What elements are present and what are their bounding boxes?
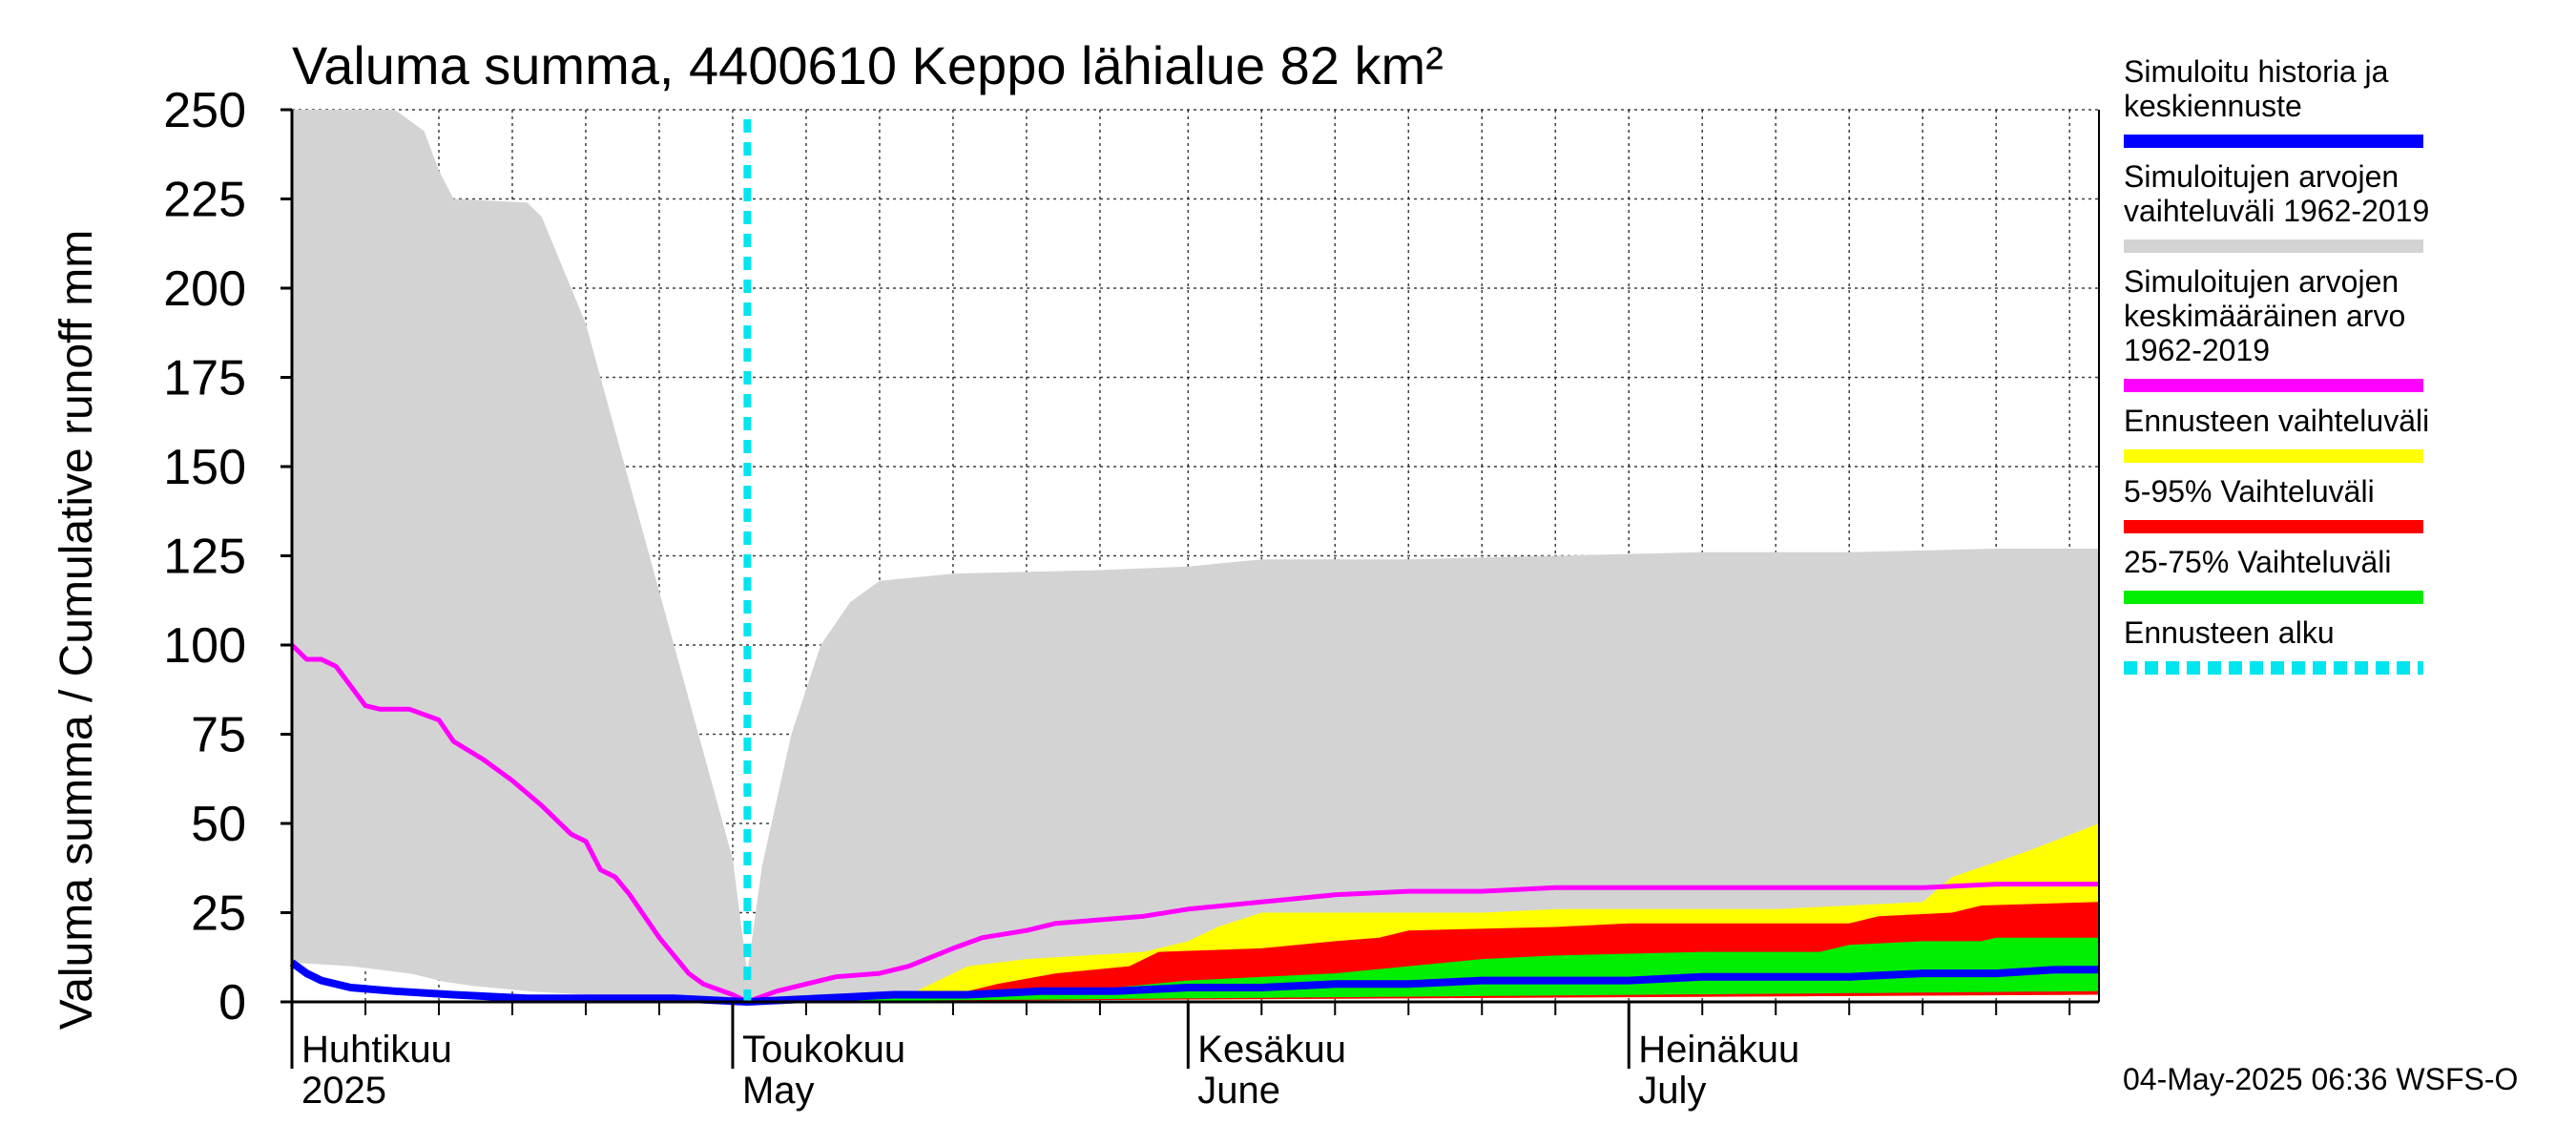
y-tick-label: 175: [163, 351, 246, 406]
y-tick-label: 250: [163, 83, 246, 138]
y-tick-label: 100: [163, 618, 246, 674]
y-tick-label: 225: [163, 173, 246, 228]
y-tick-label: 75: [191, 708, 246, 763]
y-tick-label: 25: [191, 886, 246, 942]
legend-label: 25-75% Vaihteluväli: [2124, 545, 2391, 579]
month-sublabel: 2025: [301, 1070, 386, 1112]
legend-label: vaihteluväli 1962-2019: [2124, 194, 2429, 228]
month-sublabel: July: [1638, 1070, 1706, 1112]
legend-label: 1962-2019: [2124, 333, 2270, 367]
y-tick-label: 150: [163, 440, 246, 495]
legend-label: Simuloitujen arvojen: [2124, 159, 2399, 194]
y-tick-label: 0: [218, 975, 246, 1030]
month-label: Heinäkuu: [1638, 1029, 1799, 1071]
line-historical-mean: [290, 643, 2099, 1005]
axes: 0 25 50 75 100 125 150 175 200 225 250 Huhtikuu2025…: [163, 83, 2100, 1112]
plot-area: [289, 109, 2099, 1006]
y-tick-label: 50: [191, 797, 246, 852]
legend-label: Simuloitu historia ja: [2124, 54, 2389, 89]
legend-label: Ennusteen alku: [2124, 615, 2335, 650]
band-historical-range: [292, 110, 2099, 1002]
y-tick-label: 200: [163, 261, 246, 317]
month-label: Toukokuu: [742, 1029, 905, 1071]
month-label: Huhtikuu: [301, 1029, 452, 1071]
legend-label: keskimääräinen arvo: [2124, 299, 2405, 333]
month-label: Kesäkuu: [1197, 1029, 1346, 1071]
month-sublabel: June: [1197, 1070, 1280, 1112]
y-tick-label: 125: [163, 530, 246, 585]
y-axis-label: Valuma summa / Cumulative runoff mm: [52, 230, 102, 1030]
legend-label: Simuloitujen arvojen: [2124, 264, 2399, 299]
band-p25-p75: [747, 937, 2099, 1002]
legend-label: keskiennuste: [2124, 89, 2302, 123]
legend-label: Ennusteen vaihteluväli: [2124, 404, 2429, 438]
timestamp-footer: 04-May-2025 06:36 WSFS-O: [2123, 1062, 2518, 1096]
month-sublabel: May: [742, 1070, 815, 1112]
chart-title: Valuma summa, 4400610 Keppo lähialue 82 …: [292, 35, 1444, 95]
legend-label: 5-95% Vaihteluväli: [2124, 474, 2375, 509]
line-simulated-median: [289, 959, 2099, 1006]
